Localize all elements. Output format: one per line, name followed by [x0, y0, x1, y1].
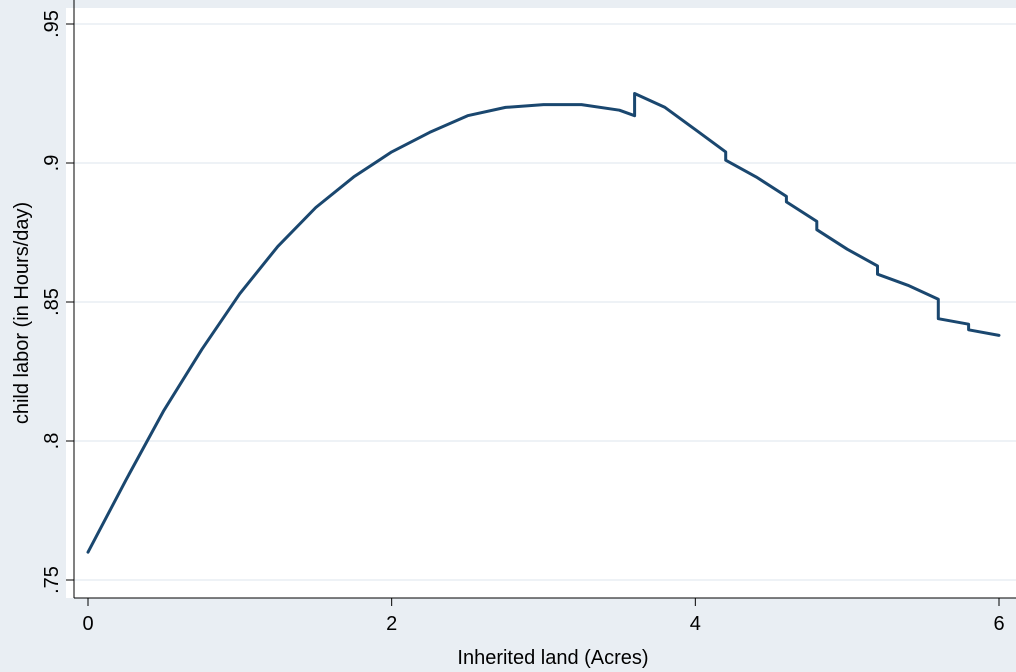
- x-axis-title: Inherited land (Acres): [457, 647, 648, 669]
- y-tick-label: .95: [41, 10, 63, 38]
- y-tick-label: .8: [41, 433, 63, 450]
- y-axis-title: child labor (in Hours/day): [11, 202, 33, 424]
- series-group: [86, 92, 1001, 554]
- plot-area: [66, 8, 1016, 598]
- x-tick-label: 2: [386, 613, 397, 635]
- y-tick-label: .9: [41, 155, 63, 172]
- grid-lines: [74, 23, 1016, 581]
- x-tick-label: 0: [82, 613, 93, 635]
- series-line: [86, 92, 1001, 554]
- y-axis: .75 .8 .85 .9 .95: [41, 0, 75, 598]
- y-tick-label: .75: [41, 566, 63, 594]
- x-axis: 0 2 4 6: [74, 597, 1016, 635]
- y-tick-label: .85: [41, 288, 63, 316]
- x-tick-label: 6: [993, 613, 1004, 635]
- x-tick-label: 4: [690, 613, 701, 635]
